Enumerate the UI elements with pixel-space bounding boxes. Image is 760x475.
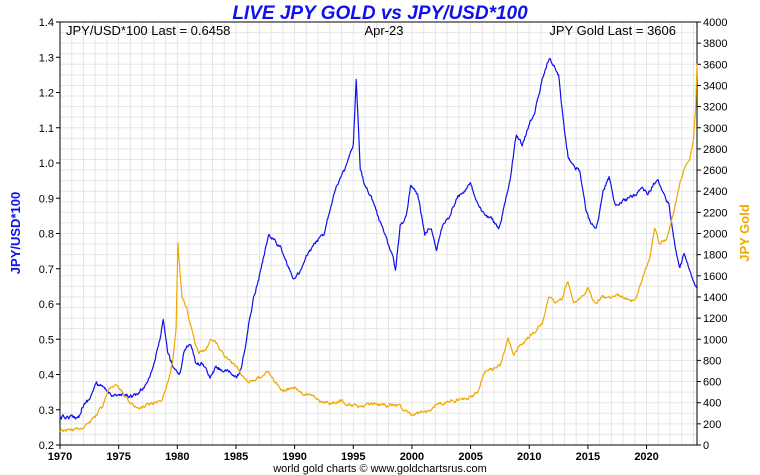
- right-tick-label: 2200: [703, 207, 727, 219]
- left-tick-label: 1.1: [39, 123, 54, 135]
- chart-title: LIVE JPY GOLD vs JPY/USD*100: [232, 3, 528, 24]
- left-last-annotation: JPY/USD*100 Last = 0.6458: [66, 23, 230, 38]
- right-tick-label: 2400: [703, 186, 727, 198]
- series-jpy-usd-line: [59, 57, 698, 420]
- right-tick-label: 1200: [703, 313, 727, 325]
- left-axis-label: JPY/USD*100: [8, 192, 23, 274]
- right-tick-label: 3200: [703, 102, 727, 114]
- left-tick-label: 0.4: [39, 370, 54, 382]
- right-axis-ticks: 0 200 400 600 800 1000 1200 1400 1600 1800 2000 220…: [697, 17, 727, 452]
- x-tick-label: 2010: [517, 451, 541, 463]
- right-tick-label: 2000: [703, 229, 727, 241]
- x-tick-label: 1990: [282, 451, 306, 463]
- right-tick-label: 3000: [703, 123, 727, 135]
- left-axis-ticks: 0.2 0.3 0.4 0.5 0.6 0.7 0.8 0.9 1.0 1.1 1.2 1.3 1.4: [39, 17, 60, 452]
- right-tick-label: 1000: [703, 334, 727, 346]
- right-tick-label: 1800: [703, 250, 727, 262]
- x-tick-label: 1980: [165, 451, 189, 463]
- gridlines: [59, 21, 697, 446]
- left-tick-label: 1.4: [39, 17, 54, 29]
- right-tick-label: 0: [703, 440, 709, 452]
- right-tick-label: 800: [703, 355, 721, 367]
- x-tick-label: 2020: [634, 451, 658, 463]
- series-layer: [59, 57, 698, 432]
- left-tick-label: 0.5: [39, 334, 54, 346]
- credit-text: world gold charts © www.goldchartsrus.co…: [272, 463, 487, 475]
- right-tick-label: 1600: [703, 271, 727, 283]
- x-tick-label: 1970: [48, 451, 72, 463]
- right-tick-label: 2800: [703, 144, 727, 156]
- right-last-annotation: JPY Gold Last = 3606: [549, 23, 676, 38]
- x-tick-label: 2000: [400, 451, 424, 463]
- left-tick-label: 0.9: [39, 193, 54, 205]
- right-tick-label: 2600: [703, 165, 727, 177]
- x-axis-ticks: 1970 1975 1980 1985 1990 1995 2000 2005 2010 2015…: [48, 445, 659, 463]
- left-tick-label: 0.3: [39, 405, 54, 417]
- right-tick-label: 3600: [703, 59, 727, 71]
- left-tick-label: 0.8: [39, 229, 54, 241]
- left-tick-label: 1.0: [39, 158, 54, 170]
- x-tick-label: 1995: [341, 451, 365, 463]
- left-tick-label: 0.2: [39, 440, 54, 452]
- left-tick-label: 0.7: [39, 264, 54, 276]
- x-tick-label: 2015: [576, 451, 600, 463]
- x-tick-label: 1975: [106, 451, 130, 463]
- left-tick-label: 1.3: [39, 52, 54, 64]
- left-tick-label: 0.6: [39, 299, 54, 311]
- right-tick-label: 400: [703, 398, 721, 410]
- right-tick-label: 1400: [703, 292, 727, 304]
- right-tick-label: 4000: [703, 17, 727, 29]
- x-tick-label: 1985: [224, 451, 248, 463]
- left-tick-label: 1.2: [39, 88, 54, 100]
- right-tick-label: 600: [703, 377, 721, 389]
- right-axis-label: JPY Gold: [737, 204, 752, 262]
- series-jpy-gold-line: [59, 63, 698, 432]
- right-tick-label: 3800: [703, 38, 727, 50]
- x-tick-label: 2005: [458, 451, 482, 463]
- right-tick-label: 3400: [703, 80, 727, 92]
- right-tick-label: 200: [703, 419, 721, 431]
- date-annotation: Apr-23: [364, 23, 403, 38]
